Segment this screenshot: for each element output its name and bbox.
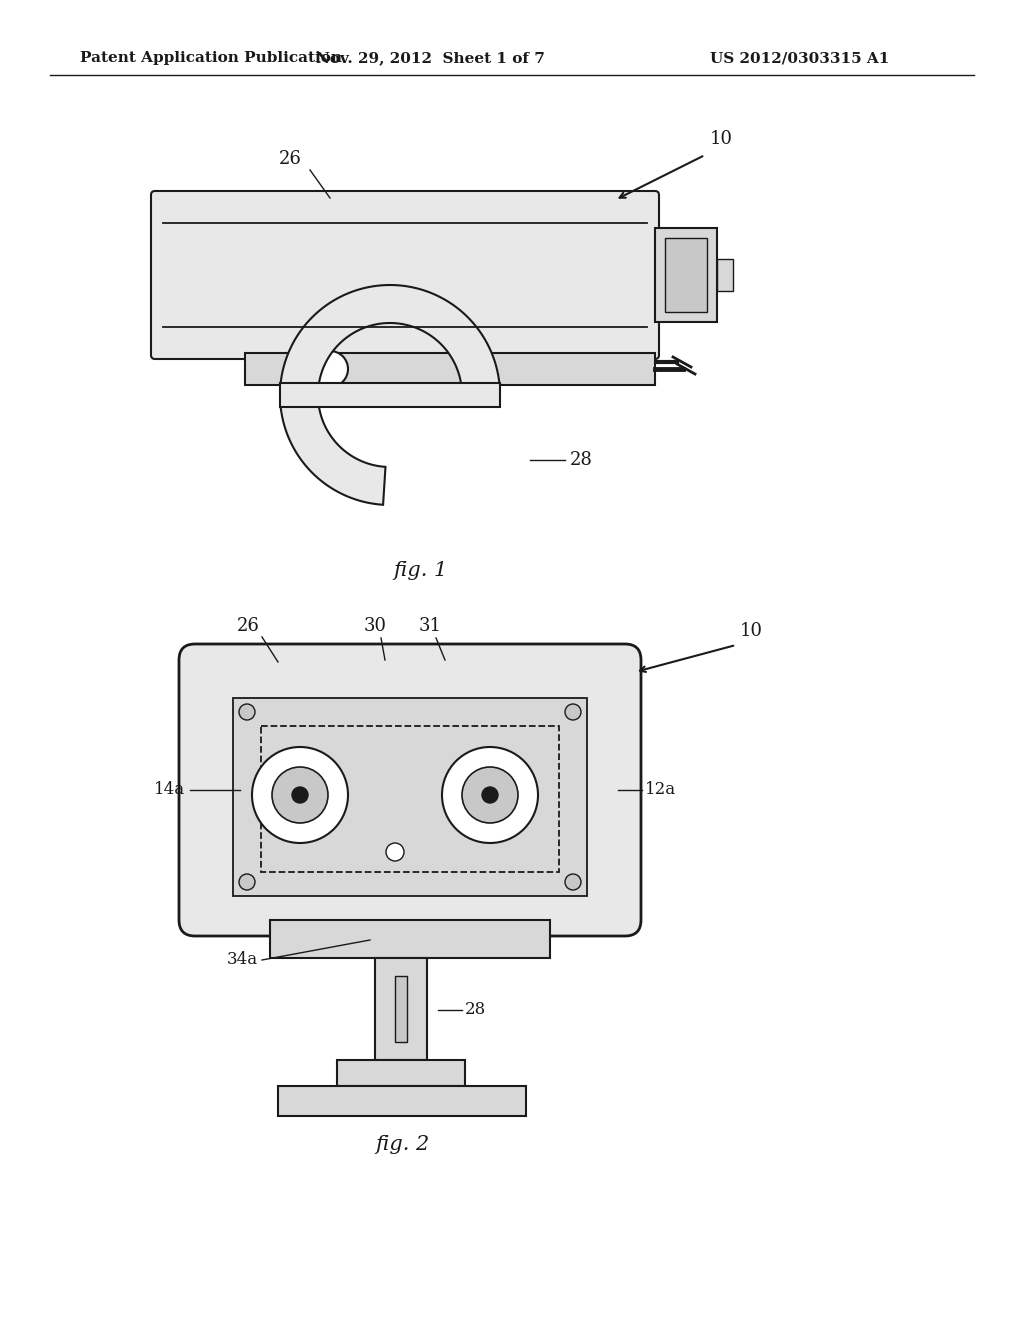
Text: 10: 10 <box>740 622 763 640</box>
Text: 28: 28 <box>570 451 593 469</box>
Bar <box>278 1086 526 1115</box>
Circle shape <box>272 767 328 822</box>
Bar <box>375 958 427 1060</box>
Circle shape <box>312 351 348 387</box>
Bar <box>280 383 500 407</box>
Text: 26: 26 <box>279 150 301 168</box>
Circle shape <box>462 767 518 822</box>
Circle shape <box>386 843 404 861</box>
Text: Nov. 29, 2012  Sheet 1 of 7: Nov. 29, 2012 Sheet 1 of 7 <box>315 51 545 65</box>
Bar <box>717 259 733 290</box>
Circle shape <box>252 747 348 843</box>
Text: US 2012/0303315 A1: US 2012/0303315 A1 <box>711 51 890 65</box>
Circle shape <box>239 874 255 890</box>
Circle shape <box>565 874 581 890</box>
Text: 30: 30 <box>364 616 386 635</box>
Polygon shape <box>280 285 500 504</box>
Bar <box>270 920 550 958</box>
Text: 12a: 12a <box>645 781 676 799</box>
Bar <box>395 975 407 1041</box>
Bar <box>233 698 587 896</box>
Bar <box>655 228 717 322</box>
Text: 34a: 34a <box>227 952 258 969</box>
FancyBboxPatch shape <box>179 644 641 936</box>
Bar <box>665 238 707 312</box>
Circle shape <box>482 787 498 803</box>
Circle shape <box>442 747 538 843</box>
Text: 14a: 14a <box>154 781 185 799</box>
FancyBboxPatch shape <box>151 191 659 359</box>
Bar <box>245 352 655 385</box>
Text: Patent Application Publication: Patent Application Publication <box>80 51 342 65</box>
Text: fig. 1: fig. 1 <box>393 561 447 579</box>
Circle shape <box>239 704 255 719</box>
Text: 10: 10 <box>710 129 733 148</box>
Text: 28: 28 <box>465 1002 486 1019</box>
Circle shape <box>292 787 308 803</box>
Bar <box>337 1060 465 1086</box>
Text: fig. 2: fig. 2 <box>375 1135 429 1155</box>
Circle shape <box>565 704 581 719</box>
Bar <box>261 726 559 873</box>
Text: 31: 31 <box>419 616 441 635</box>
Text: 26: 26 <box>237 616 259 635</box>
